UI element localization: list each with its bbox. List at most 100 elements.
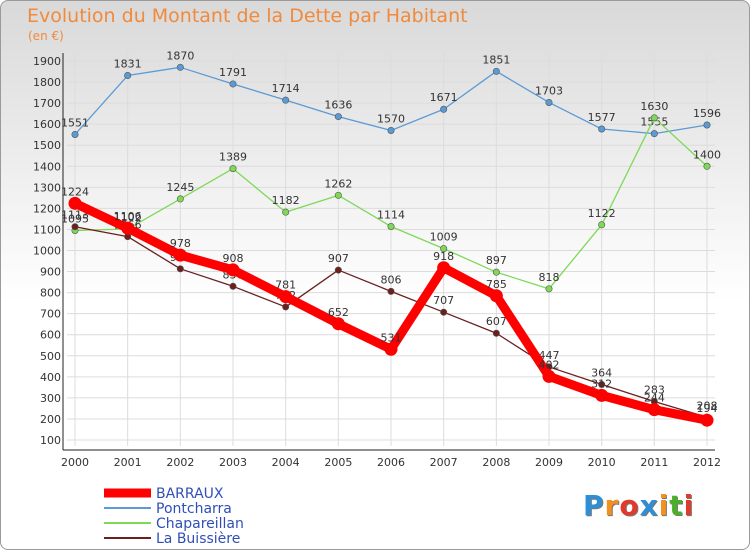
data-label-chapareillan-2008: 897 — [486, 254, 507, 267]
data-label-chapareillan-2003: 1389 — [219, 151, 247, 164]
point-barraux-2005 — [331, 317, 345, 331]
data-label-barraux-2007: 918 — [433, 250, 454, 263]
data-label-la-buissi-re-2011: 283 — [644, 383, 665, 396]
point-pontcharra-2000 — [71, 130, 79, 138]
data-label-pontcharra-2006: 1570 — [377, 112, 405, 125]
logo-letter: r — [604, 489, 620, 522]
point-barraux-2009 — [542, 369, 556, 383]
data-label-la-buissi-re-2012: 208 — [697, 399, 718, 412]
point-pontcharra-2006 — [387, 126, 395, 134]
point-la-buissi-re-2010 — [598, 380, 606, 388]
point-chapareillan-2002 — [176, 195, 184, 203]
y-tick-label-1900: 1900 — [33, 55, 61, 68]
point-chapareillan-2008 — [492, 268, 500, 276]
data-label-chapareillan-2009: 818 — [539, 271, 560, 284]
point-pontcharra-2009 — [545, 98, 553, 106]
logo-letter: i — [683, 489, 695, 522]
y-tick-label-1800: 1800 — [33, 76, 61, 89]
data-label-pontcharra-2001: 1831 — [114, 58, 142, 71]
point-la-buissi-re-2006 — [387, 287, 395, 295]
logo-letter: i — [658, 489, 670, 522]
logo-letter: o — [619, 489, 640, 522]
point-pontcharra-2003 — [229, 80, 237, 88]
point-la-buissi-re-2002 — [176, 265, 184, 273]
x-tick-label-2003: 2003 — [219, 456, 247, 469]
point-la-buissi-re-2008 — [492, 329, 500, 337]
point-barraux-2002 — [173, 248, 187, 262]
point-chapareillan-2009 — [545, 285, 553, 293]
data-label-chapareillan-2005: 1262 — [324, 177, 352, 190]
point-chapareillan-2010 — [598, 221, 606, 229]
y-tick-label-1700: 1700 — [33, 97, 61, 110]
point-chapareillan-2003 — [229, 165, 237, 173]
point-barraux-2003 — [226, 263, 240, 277]
point-la-buissi-re-2004 — [282, 303, 290, 311]
chart-title: Evolution du Montant de la Dette par Hab… — [27, 5, 468, 27]
y-tick-label-100: 100 — [40, 434, 61, 447]
point-barraux-2000 — [68, 196, 82, 210]
data-label-pontcharra-2004: 1714 — [272, 82, 300, 95]
data-label-chapareillan-2011: 1630 — [640, 100, 668, 113]
data-label-pontcharra-2007: 1671 — [430, 91, 458, 104]
point-pontcharra-2004 — [282, 96, 290, 104]
point-barraux-2010 — [595, 388, 609, 402]
x-tick-label-2005: 2005 — [324, 456, 352, 469]
legend-label-pontcharra: Pontcharra — [156, 501, 232, 517]
data-label-barraux-2004: 781 — [275, 279, 296, 292]
x-tick-label-2006: 2006 — [377, 456, 405, 469]
data-label-chapareillan-2007: 1009 — [430, 231, 458, 244]
point-chapareillan-2011 — [650, 114, 658, 122]
logo-letter: t — [669, 489, 684, 522]
point-chapareillan-2006 — [387, 222, 395, 230]
x-tick-label-2010: 2010 — [588, 456, 616, 469]
x-tick-label-2012: 2012 — [693, 456, 721, 469]
x-tick-label-2001: 2001 — [114, 456, 142, 469]
data-label-barraux-2010: 312 — [591, 377, 612, 390]
x-tick-label-2002: 2002 — [166, 456, 194, 469]
y-tick-label-1400: 1400 — [33, 160, 61, 173]
data-label-pontcharra-2002: 1870 — [166, 49, 194, 62]
data-label-pontcharra-2011: 1555 — [640, 116, 668, 129]
data-label-pontcharra-2008: 1851 — [482, 53, 510, 66]
x-tick-label-2007: 2007 — [430, 456, 458, 469]
point-pontcharra-2001 — [124, 72, 132, 80]
data-label-chapareillan-2004: 1182 — [272, 194, 300, 207]
point-la-buissi-re-2000 — [71, 223, 79, 231]
data-label-la-buissi-re-2007: 707 — [433, 294, 454, 307]
data-label-barraux-2006: 531 — [381, 331, 402, 344]
point-pontcharra-2002 — [176, 63, 184, 71]
x-tick-label-2008: 2008 — [482, 456, 510, 469]
point-pontcharra-2005 — [334, 113, 342, 121]
y-tick-label-1100: 1100 — [33, 223, 61, 236]
point-la-buissi-re-2003 — [229, 282, 237, 290]
point-barraux-2012 — [700, 413, 714, 427]
point-barraux-2001 — [121, 221, 135, 235]
point-chapareillan-2012 — [703, 162, 711, 170]
x-tick-label-2000: 2000 — [61, 456, 89, 469]
point-pontcharra-2012 — [703, 121, 711, 129]
point-chapareillan-2004 — [282, 208, 290, 216]
data-label-barraux-2002: 978 — [170, 237, 191, 250]
data-label-barraux-2000: 1224 — [61, 185, 89, 198]
data-label-pontcharra-2003: 1791 — [219, 66, 247, 79]
y-tick-label-400: 400 — [40, 371, 61, 384]
data-label-la-buissi-re-2005: 907 — [328, 252, 349, 265]
unit-label: (en €) — [28, 29, 64, 43]
data-label-la-buissi-re-2009: 447 — [539, 349, 560, 362]
point-la-buissi-re-2005 — [334, 266, 342, 274]
data-label-barraux-2011: 244 — [644, 392, 665, 405]
data-label-pontcharra-2009: 1703 — [535, 84, 563, 97]
data-label-la-buissi-re-2006: 806 — [381, 273, 402, 286]
point-barraux-2007 — [437, 261, 451, 275]
point-pontcharra-2010 — [598, 125, 606, 133]
x-tick-label-2004: 2004 — [272, 456, 300, 469]
data-label-barraux-2001: 1106 — [114, 210, 142, 223]
data-label-pontcharra-2005: 1636 — [324, 99, 352, 112]
y-tick-label-300: 300 — [40, 392, 61, 405]
point-chapareillan-2007 — [440, 245, 448, 253]
data-label-chapareillan-2012: 1400 — [693, 148, 721, 161]
point-barraux-2008 — [489, 289, 503, 303]
data-label-barraux-2005: 652 — [328, 306, 349, 319]
data-label-pontcharra-2010: 1577 — [588, 111, 616, 124]
